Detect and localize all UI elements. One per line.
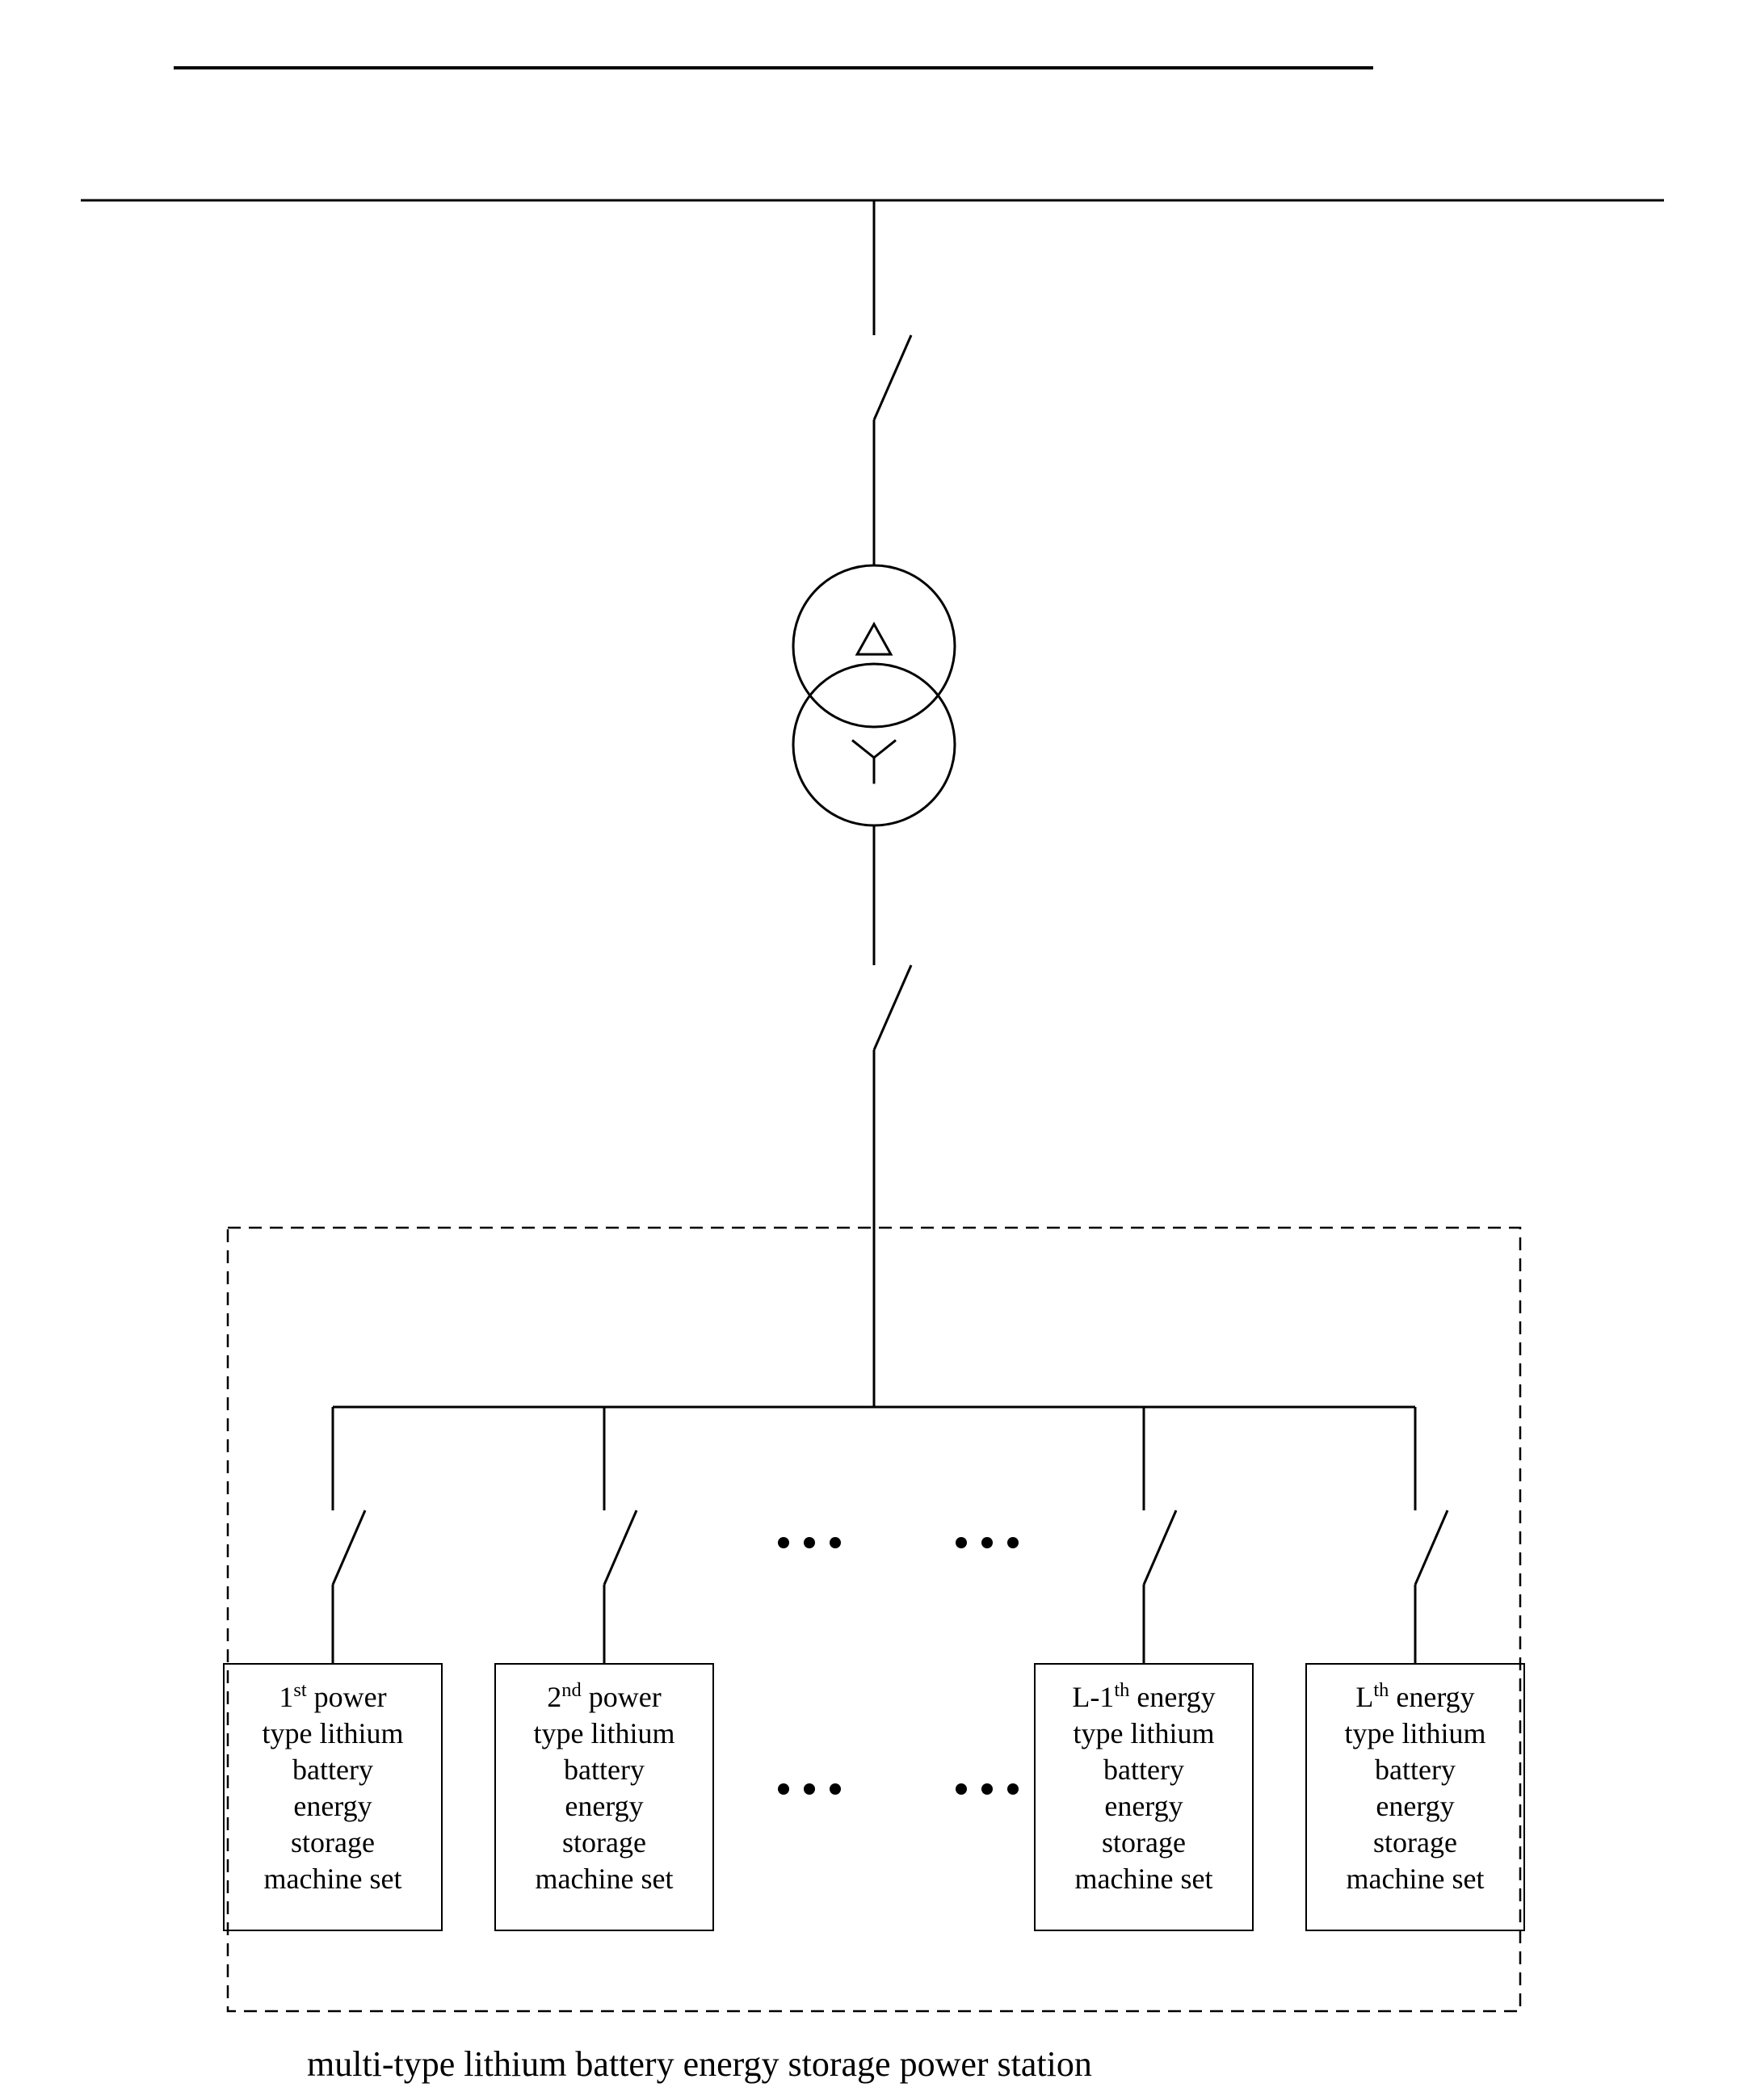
unit-box-label: 2nd powertype lithiumbatteryenergystorag… (500, 1678, 708, 1897)
unit-box-label: Lth energytype lithiumbatteryenergystora… (1311, 1678, 1519, 1897)
unit-box-label: L-1th energytype lithiumbatteryenergysto… (1040, 1678, 1248, 1897)
caption: multi-type lithium battery energy storag… (307, 2043, 1092, 2085)
unit-box-label: 1st powertype lithiumbatteryenergystorag… (229, 1678, 437, 1897)
